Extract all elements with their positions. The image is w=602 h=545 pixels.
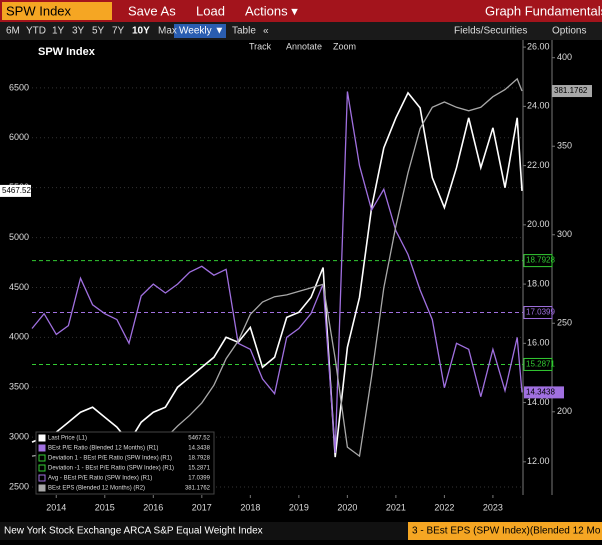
graph-button[interactable]: Graph Fundamentals (485, 3, 602, 18)
y3-tick-label: 300 (557, 229, 572, 239)
y2-tick-label: 14.00 (527, 397, 550, 407)
y2-tick-label: 20.00 (527, 219, 550, 229)
footer-left: New York Stock Exchange ARCA S&P Equal W… (4, 526, 263, 537)
x-tick-label: 2015 (95, 502, 115, 512)
y-tick-label: 4000 (9, 332, 29, 342)
series-line (31, 91, 523, 458)
value-tag: 5467.52 (2, 186, 31, 195)
fields[interactable]: Fields/Securities (454, 26, 527, 37)
legend-value: 381.1762 (185, 486, 211, 492)
x-tick-label: 2014 (46, 502, 66, 512)
legend-swatch (38, 454, 46, 462)
legend-label: BEst EPS (Blended 12 Months) (R2) (48, 486, 145, 492)
y3-tick-label: 350 (557, 141, 572, 151)
menu-item[interactable]: Load (196, 3, 225, 18)
y3-tick-label: 400 (557, 52, 572, 62)
y2-tick-label: 18.00 (527, 278, 550, 288)
value-tag-bg (523, 306, 553, 320)
series-line (31, 77, 523, 458)
y-tick-label: 5000 (9, 232, 29, 242)
x-tick-label: 2020 (337, 502, 357, 512)
collapse[interactable]: « (263, 26, 269, 37)
value-tag: 15.2871 (526, 360, 555, 369)
legend-swatch (38, 474, 46, 482)
y-tick-label: 4500 (9, 282, 29, 292)
x-tick-label: 2022 (434, 502, 454, 512)
legend-swatch (38, 444, 46, 452)
legend-label: Deviation 1 - BEst P/E Ratio (SPW Index)… (48, 456, 172, 462)
footer-tab[interactable] (408, 522, 602, 540)
range-button[interactable]: 3Y (72, 26, 85, 37)
security: SPW Index (6, 3, 72, 18)
value-tag: 14.3438 (526, 388, 555, 397)
y2-tick-label: 22.00 (527, 160, 550, 170)
footer-right: 3 - BEst EPS (SPW Index)(Blended 12 Mo (412, 526, 601, 537)
legend-label: BEst P/E Ratio (Blended 12 Months) (R1) (48, 446, 158, 452)
range-button[interactable]: 5Y (92, 26, 105, 37)
x-tick-label: 2016 (143, 502, 163, 512)
table-button[interactable]: Table (232, 26, 256, 37)
freq-box[interactable] (174, 24, 226, 38)
y-tick-label: 6500 (9, 82, 29, 92)
y-tick-label: 6000 (9, 132, 29, 142)
tool[interactable]: Annotate (286, 41, 322, 51)
toolbar (0, 22, 602, 40)
y-tick-label: 2500 (9, 481, 29, 491)
legend-value: 18.7928 (188, 456, 210, 462)
value-tag-bg (0, 184, 31, 197)
x-tick-label: 2023 (483, 502, 503, 512)
range-button[interactable]: 10Y (132, 26, 150, 37)
x-tick-label: 2018 (240, 502, 260, 512)
menu-item[interactable]: Actions ▾ (245, 3, 298, 18)
y2-tick-label: 24.00 (527, 101, 550, 111)
security-box[interactable] (2, 2, 112, 20)
frequency[interactable]: Weekly ▼ (179, 26, 224, 37)
series-line (31, 91, 523, 453)
x-tick-label: 2021 (386, 502, 406, 512)
legend (35, 431, 215, 495)
y-tick-label: 3500 (9, 382, 29, 392)
value-tag: 381.1762 (554, 86, 588, 95)
range-button[interactable]: 1Y (52, 26, 65, 37)
y3-tick-label: 250 (557, 318, 572, 328)
value-tag: 18.7928 (526, 256, 555, 265)
legend-value: 14.3438 (188, 446, 210, 452)
y2-tick-label: 16.00 (527, 338, 550, 348)
x-tick-label: 2019 (289, 502, 309, 512)
range-button[interactable]: Max (158, 26, 177, 37)
y2-tick-label: 12.00 (527, 456, 550, 466)
value-tag-bg (524, 386, 564, 399)
legend-swatch (38, 464, 46, 472)
range-button[interactable]: 7Y (112, 26, 125, 37)
legend-label: Deviation -1 - BEst P/E Ratio (SPW Index… (48, 466, 174, 472)
menu-item[interactable]: Save As (128, 3, 176, 18)
range-button[interactable]: YTD (26, 26, 46, 37)
x-tick-label: 2017 (192, 502, 212, 512)
value-tag-bg (523, 254, 553, 268)
options[interactable]: Options (552, 26, 586, 37)
value-tag: 17.0399 (526, 308, 555, 317)
value-tag-bg (552, 85, 592, 98)
y2-tick-label: 26.00 (527, 41, 550, 51)
legend-swatch (38, 484, 46, 492)
legend-value: 17.0399 (188, 476, 210, 482)
legend-value: 5467.52 (188, 436, 210, 442)
y-tick-label: 3000 (9, 432, 29, 442)
y3-tick-label: 200 (557, 406, 572, 416)
legend-swatch (38, 434, 46, 442)
chart-title: SPW Index (38, 46, 96, 58)
tool[interactable]: Zoom (333, 41, 356, 51)
value-tag-bg (523, 357, 553, 371)
header-bar (0, 0, 602, 22)
range-button[interactable]: 6M (6, 26, 20, 37)
legend-label: Last Price (L1) (48, 436, 87, 442)
legend-value: 15.2871 (188, 466, 210, 472)
tool[interactable]: Track (249, 41, 272, 51)
legend-label: Avg - BEst P/E Ratio (SPW Index) (R1) (48, 476, 152, 482)
